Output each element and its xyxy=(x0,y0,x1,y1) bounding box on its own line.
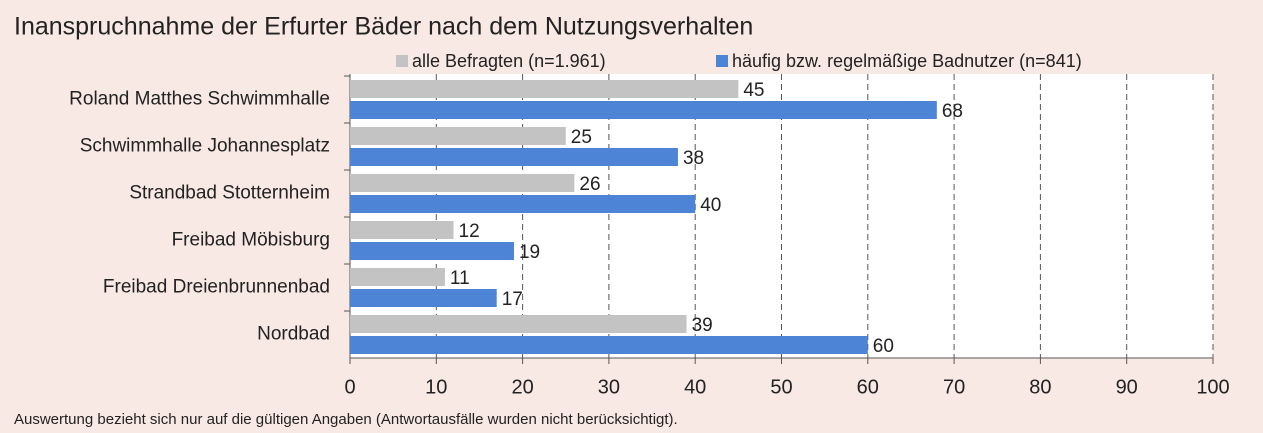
bar xyxy=(350,336,868,354)
bar xyxy=(350,101,937,119)
bar xyxy=(350,148,678,166)
legend-label: häufig bzw. regelmäßige Badnutzer (n=841… xyxy=(732,51,1082,71)
value-label: 12 xyxy=(459,221,480,242)
x-tick-label: 10 xyxy=(425,376,447,398)
value-label: 60 xyxy=(873,336,894,357)
bar xyxy=(350,174,575,192)
value-label: 38 xyxy=(683,148,704,169)
x-tick-label: 100 xyxy=(1196,376,1229,398)
y-tick-label: Roland Matthes Schwimmhalle xyxy=(69,89,330,110)
y-tick-label: Schwimmhalle Johannesplatz xyxy=(80,136,330,157)
x-tick-label: 40 xyxy=(684,376,706,398)
value-label: 17 xyxy=(502,289,523,310)
legend-label: alle Befragten (n=1.961) xyxy=(412,51,606,71)
value-label: 19 xyxy=(519,242,540,263)
legend-swatch xyxy=(716,55,728,67)
bar xyxy=(350,268,445,286)
x-tick-label: 20 xyxy=(511,376,533,398)
y-tick-label: Strandbad Stotternheim xyxy=(129,183,330,204)
x-tick-label: 50 xyxy=(770,376,792,398)
bar xyxy=(350,315,687,333)
bar xyxy=(350,80,739,98)
x-tick-label: 60 xyxy=(857,376,879,398)
value-label: 39 xyxy=(692,315,713,336)
value-label: 26 xyxy=(579,174,600,195)
bar xyxy=(350,127,566,145)
y-tick-label: Freibad Möbisburg xyxy=(172,230,330,251)
value-label: 25 xyxy=(571,127,592,148)
bar xyxy=(350,221,454,239)
x-tick-label: 30 xyxy=(598,376,620,398)
chart-title: Inanspruchnahme der Erfurter Bäder nach … xyxy=(14,13,753,41)
value-label: 11 xyxy=(450,268,470,289)
bar xyxy=(350,242,514,260)
value-label: 68 xyxy=(942,101,963,122)
x-tick-label: 90 xyxy=(1116,376,1138,398)
bar xyxy=(350,195,696,213)
y-tick-label: Nordbad xyxy=(257,324,330,345)
value-label: 45 xyxy=(743,80,764,101)
value-label: 40 xyxy=(700,195,721,216)
y-tick-label: Freibad Dreienbrunnenbad xyxy=(103,277,330,298)
footnote: Auswertung bezieht sich nur auf die gült… xyxy=(14,411,678,428)
bar xyxy=(350,289,497,307)
x-tick-label: 70 xyxy=(943,376,965,398)
x-tick-label: 80 xyxy=(1029,376,1051,398)
legend-swatch xyxy=(396,55,408,67)
x-tick-label: 0 xyxy=(344,376,355,398)
